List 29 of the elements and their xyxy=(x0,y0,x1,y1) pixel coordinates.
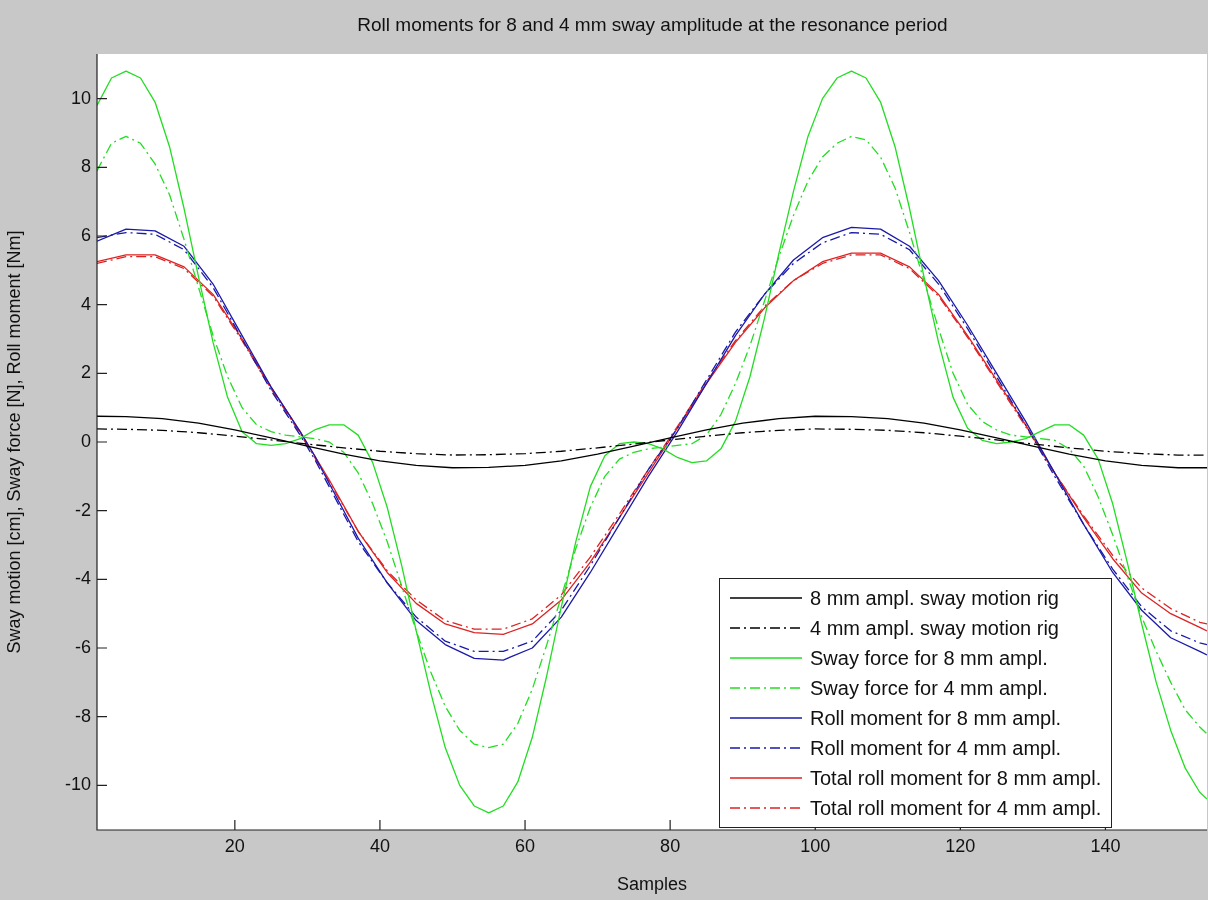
x-tick-label: 20 xyxy=(224,835,245,856)
y-tick-label: -2 xyxy=(74,499,91,520)
x-tick-label: 140 xyxy=(1090,835,1121,856)
y-tick-label: 6 xyxy=(80,224,91,245)
y-tick-label: -10 xyxy=(64,774,91,795)
y-tick-label: 0 xyxy=(80,430,91,451)
y-axis-title: Sway motion [cm], Sway force [N], Roll moment [Nm] xyxy=(3,230,24,654)
x-tick-label: 40 xyxy=(369,835,390,856)
legend-label: Total roll moment for 8 mm ampl. xyxy=(810,766,1102,790)
legend-label: Sway force for 8 mm ampl. xyxy=(810,646,1048,670)
legend-label: 8 mm ampl. sway motion rig xyxy=(810,586,1059,610)
y-tick-label: 4 xyxy=(80,293,91,314)
chart-title: Roll moments for 8 and 4 mm sway amplitude at the resonance period xyxy=(356,14,949,36)
legend-label: Roll moment for 4 mm ampl. xyxy=(810,736,1062,760)
y-tick-label: -6 xyxy=(74,636,91,657)
y-tick-label: -8 xyxy=(74,705,91,726)
y-tick-label: 10 xyxy=(70,87,91,108)
legend-label: Sway force for 4 mm ampl. xyxy=(810,676,1048,700)
x-tick-label: 80 xyxy=(660,835,681,856)
x-tick-label: 120 xyxy=(945,835,976,856)
legend-label: Roll moment for 8 mm ampl. xyxy=(810,706,1062,730)
x-tick-label: 100 xyxy=(800,835,831,856)
legend-label: Total roll moment for 4 mm ampl. xyxy=(810,796,1102,820)
y-tick-label: 2 xyxy=(80,362,91,383)
x-axis-title: Samples xyxy=(616,874,688,895)
y-tick-label: -4 xyxy=(74,568,91,589)
y-tick-label: 8 xyxy=(80,156,91,177)
legend-label: 4 mm ampl. sway motion rig xyxy=(810,616,1059,640)
x-tick-label: 60 xyxy=(515,835,536,856)
